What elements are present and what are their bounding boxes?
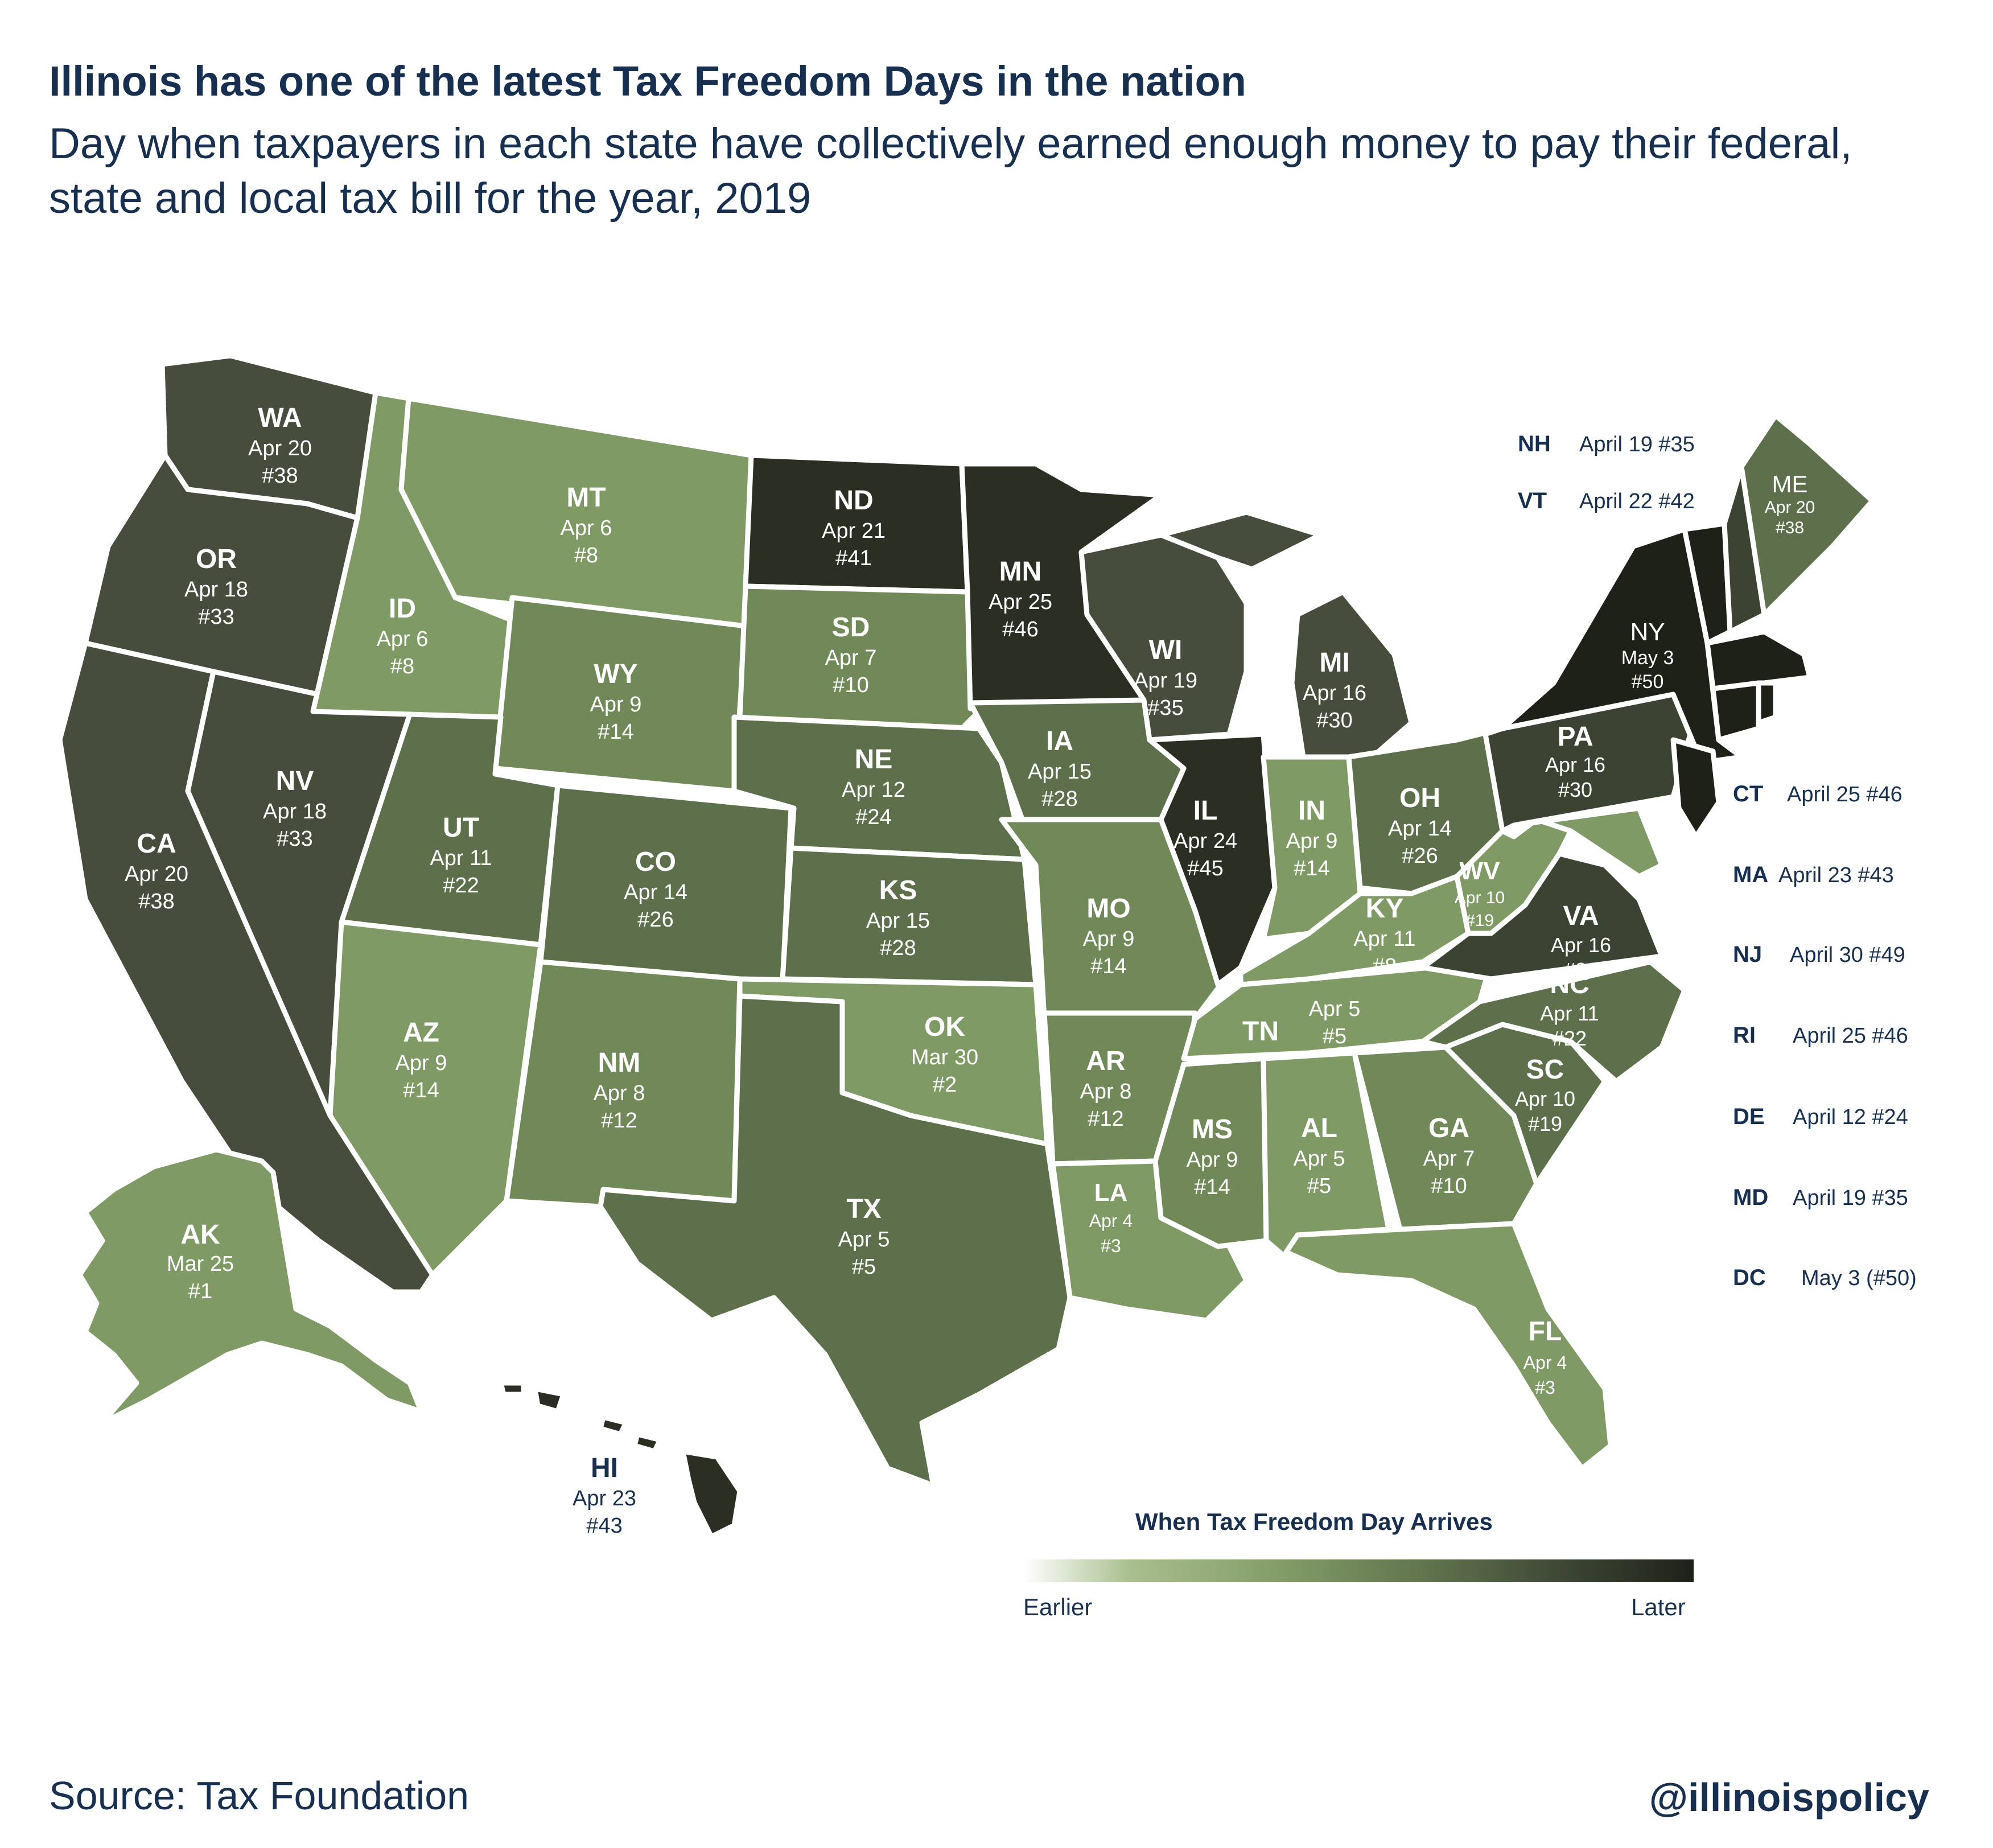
state-label-ak: AK Mar 25 #1 xyxy=(167,1220,234,1303)
state-label-ar: AR Apr 8 #12 xyxy=(1080,1046,1132,1131)
state-shape-ri xyxy=(1756,680,1778,726)
state-label-mt: MT Apr 6 #8 xyxy=(561,483,612,567)
state-shape-me xyxy=(1739,413,1875,618)
state-label-oh: OH Apr 14 #26 xyxy=(1388,783,1452,868)
side-label-nh: NH April 19 #35 xyxy=(1518,431,1695,456)
side-label-ri: RI April 25 #46 xyxy=(1733,1023,1908,1048)
state-label-fl: FL Apr 4 #3 xyxy=(1523,1316,1567,1398)
state-label-nc: NC Apr 11 #22 xyxy=(1540,969,1599,1050)
svg-text:DC: DC xyxy=(1733,1265,1766,1290)
state-label-in: IN Apr 9 #14 xyxy=(1286,796,1338,880)
state-shape-ak xyxy=(77,1147,424,1426)
state-label-ms: MS Apr 9 #14 xyxy=(1187,1114,1238,1199)
source-note: Source: Tax Foundation xyxy=(49,1773,470,1818)
state-shape-ct xyxy=(1710,680,1761,743)
svg-text:May 3 (#50): May 3 (#50) xyxy=(1801,1266,1917,1290)
state-label-ok: OK Mar 30 #2 xyxy=(911,1012,978,1097)
svg-text:#5: #5 xyxy=(1323,1024,1346,1048)
state-label-il: IL Apr 24 #45 xyxy=(1173,796,1237,880)
svg-text:April 23 #43: April 23 #43 xyxy=(1778,863,1894,887)
state-label-ca: CA Apr 20 #38 xyxy=(125,829,188,913)
svg-text:April 12 #24: April 12 #24 xyxy=(1793,1105,1908,1129)
state-label-or: OR Apr 18 #33 xyxy=(184,544,248,629)
svg-text:TN: TN xyxy=(1242,1016,1279,1047)
side-label-de: DE April 12 #24 xyxy=(1733,1104,1908,1129)
svg-text:April 30 #49: April 30 #49 xyxy=(1790,943,1905,967)
state-label-id: ID Apr 6 #8 xyxy=(377,594,429,678)
state-label-wi: WI Apr 19 #35 xyxy=(1134,635,1197,720)
svg-text:RI: RI xyxy=(1733,1023,1756,1048)
state-shape-wv xyxy=(1454,817,1574,936)
svg-text:April 25 #46: April 25 #46 xyxy=(1787,783,1903,806)
state-label-nd: ND Apr 21 #41 xyxy=(822,485,886,570)
state-label-ne: NE Apr 12 #24 xyxy=(842,744,905,829)
page-subtitle: Day when taxpayers in each state have co… xyxy=(49,120,1852,223)
state-label-va: VA Apr 16 #30 xyxy=(1551,901,1611,982)
state-label-ga: GA Apr 7 #10 xyxy=(1423,1113,1475,1198)
state-label-mn: MN Apr 25 #46 xyxy=(989,557,1052,641)
svg-text:April 19 #35: April 19 #35 xyxy=(1579,433,1695,456)
state-label-wv: WV Apr 10 #19 xyxy=(1455,857,1505,930)
side-label-nj: NJ April 30 #49 xyxy=(1733,942,1905,967)
state-label-tx: TX Apr 5 #5 xyxy=(838,1194,890,1279)
svg-text:VT: VT xyxy=(1518,488,1547,513)
side-label-md: MD April 19 #35 xyxy=(1733,1185,1908,1210)
state-label-ny: NY May 3 #50 xyxy=(1621,618,1674,693)
state-shape-fl xyxy=(1283,1221,1613,1471)
state-label-ks: KS Apr 15 #28 xyxy=(866,875,930,960)
state-label-nm: NM Apr 8 #12 xyxy=(594,1048,645,1133)
state-shape-tx xyxy=(598,993,1073,1488)
state-label-wa: WA Apr 20 #38 xyxy=(248,403,312,488)
state-shape-nc xyxy=(1420,959,1687,1084)
side-label-dc: DC May 3 (#50) xyxy=(1733,1265,1917,1290)
svg-text:April 22 #42: April 22 #42 xyxy=(1579,489,1695,513)
side-label-vt: VT April 22 #42 xyxy=(1518,488,1695,513)
svg-text:MD: MD xyxy=(1733,1185,1768,1210)
state-shape-nj xyxy=(1670,737,1722,839)
state-label-me: ME Apr 20 #38 xyxy=(1765,471,1815,537)
side-label-ct: CT April 25 #46 xyxy=(1733,781,1903,806)
state-shape-az xyxy=(327,919,543,1278)
state-label-sd: SD Apr 7 #10 xyxy=(825,612,877,697)
state-label-mi: MI Apr 16 #30 xyxy=(1303,648,1366,732)
legend-gradient-bar xyxy=(1023,1559,1694,1582)
state-label-ia: IA Apr 15 #28 xyxy=(1028,726,1092,811)
state-label-mo: MO Apr 9 #14 xyxy=(1083,894,1135,978)
svg-text:April 19 #35: April 19 #35 xyxy=(1793,1186,1908,1210)
svg-text:NJ: NJ xyxy=(1733,942,1762,967)
svg-text:April 25 #46: April 25 #46 xyxy=(1793,1024,1908,1048)
state-label-ut: UT Apr 11 #22 xyxy=(430,813,492,898)
state-label-nv: NV Apr 18 #33 xyxy=(263,766,327,851)
state-label-wy: WY Apr 9 #14 xyxy=(590,659,642,744)
state-label-az: AZ Apr 9 #14 xyxy=(396,1018,447,1102)
state-label-co: CO Apr 14 #26 xyxy=(624,847,687,932)
social-handle: @illinoispolicy xyxy=(1649,1775,1929,1820)
state-label-tn: TN Apr 5 #5 xyxy=(1242,997,1360,1048)
state-shape-mi xyxy=(1158,509,1414,765)
state-label-hi: HI Apr 23 #43 xyxy=(573,1453,636,1538)
state-label-sc: SC Apr 10 #19 xyxy=(1515,1055,1575,1135)
state-shape-sd xyxy=(737,583,982,737)
state-label-ky: KY Apr 11 #8 xyxy=(1353,894,1415,978)
svg-text:Apr 5: Apr 5 xyxy=(1309,997,1361,1021)
svg-text:DE: DE xyxy=(1733,1104,1765,1129)
page-title: Illinois has one of the latest Tax Freed… xyxy=(49,57,1246,105)
state-label-al: AL Apr 5 #5 xyxy=(1294,1113,1345,1198)
state-shape-hi xyxy=(498,1380,743,1540)
state-label-la: LA Apr 4 #3 xyxy=(1089,1179,1133,1256)
state-shape-ma xyxy=(1704,629,1813,692)
legend-title: When Tax Freedom Day Arrives xyxy=(1135,1508,1493,1535)
legend-low-label: Earlier xyxy=(1023,1594,1093,1620)
legend-high-label: Later xyxy=(1631,1594,1686,1620)
state-label-pa: PA Apr 16 #30 xyxy=(1545,722,1605,801)
svg-text:NH: NH xyxy=(1518,431,1551,456)
svg-text:CT: CT xyxy=(1733,781,1763,806)
side-label-ma: MA April 23 #43 xyxy=(1733,862,1894,887)
svg-text:MA: MA xyxy=(1733,862,1768,887)
